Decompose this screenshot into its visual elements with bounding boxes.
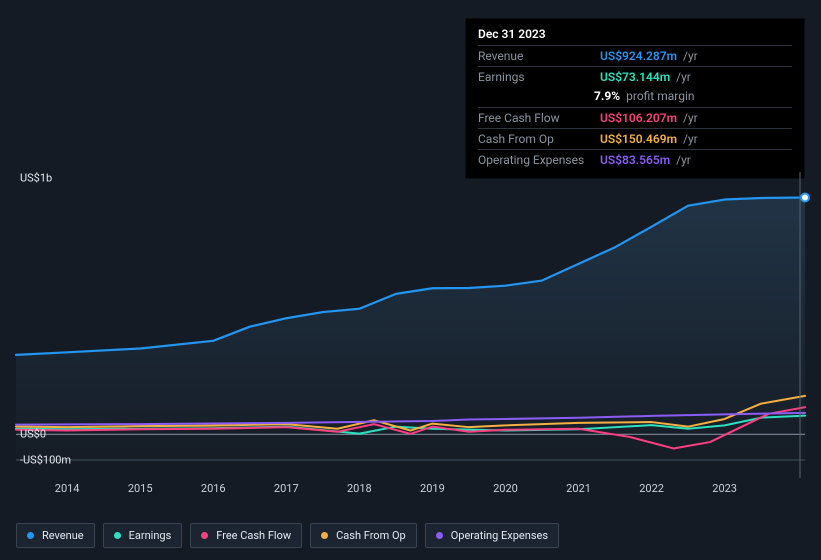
legend-label: Revenue: [42, 529, 84, 542]
legend-label: Cash From Op: [336, 529, 406, 542]
legend-item-earnings[interactable]: Earnings: [103, 523, 183, 548]
x-tick-label: 2022: [639, 482, 664, 495]
y-tick-label: US$1b: [20, 172, 52, 185]
tooltip-profit-pct: 7.9%: [594, 89, 620, 103]
chart-tooltip: Dec 31 2023 Revenue US$924.287m /yr Earn…: [465, 18, 805, 179]
tooltip-row-fcf: Free Cash Flow US$106.207m /yr: [478, 107, 792, 128]
tooltip-value: US$924.287m: [600, 49, 677, 63]
tooltip-profit-label: profit margin: [626, 89, 694, 103]
chart-container: Dec 31 2023 Revenue US$924.287m /yr Earn…: [0, 0, 821, 560]
x-tick-label: 2019: [420, 482, 445, 495]
tooltip-value: US$106.207m: [600, 111, 677, 125]
tooltip-profit-margin: 7.9% profit margin: [478, 87, 792, 107]
tooltip-value: US$150.469m: [600, 132, 677, 146]
legend-label: Earnings: [129, 529, 172, 542]
tooltip-row-cfo: Cash From Op US$150.469m /yr: [478, 128, 792, 149]
tooltip-row-earnings: Earnings US$73.144m /yr: [478, 66, 792, 87]
x-tick-label: 2017: [274, 482, 299, 495]
chart-svg: [16, 160, 805, 500]
tooltip-date: Dec 31 2023: [478, 25, 792, 45]
tooltip-value: US$73.144m: [600, 70, 670, 84]
tooltip-unit: /yr: [683, 49, 698, 63]
x-tick-label: 2015: [128, 482, 153, 495]
legend-item-revenue[interactable]: Revenue: [16, 523, 95, 548]
tooltip-label: Cash From Op: [478, 132, 594, 146]
legend-item-cfo[interactable]: Cash From Op: [310, 523, 417, 548]
legend-item-fcf[interactable]: Free Cash Flow: [190, 523, 302, 548]
tooltip-label: Free Cash Flow: [478, 111, 594, 125]
x-tick-label: 2020: [493, 482, 518, 495]
chart-area[interactable]: US$1bUS$0-US$100m20142015201620172018201…: [16, 160, 805, 480]
tooltip-row-revenue: Revenue US$924.287m /yr: [478, 45, 792, 66]
x-tick-label: 2014: [55, 482, 80, 495]
y-tick-label: US$0: [20, 428, 46, 441]
legend-dot-icon: [321, 532, 328, 539]
legend-item-opex[interactable]: Operating Expenses: [425, 523, 559, 548]
x-tick-label: 2016: [201, 482, 226, 495]
tooltip-label: Revenue: [478, 49, 594, 63]
legend-dot-icon: [201, 532, 208, 539]
tooltip-unit: /yr: [683, 111, 698, 125]
legend-label: Free Cash Flow: [216, 529, 291, 542]
x-tick-label: 2021: [566, 482, 591, 495]
legend-dot-icon: [27, 532, 34, 539]
x-tick-label: 2018: [347, 482, 372, 495]
legend-label: Operating Expenses: [451, 529, 548, 542]
tooltip-unit: /yr: [683, 132, 698, 146]
x-tick-label: 2023: [712, 482, 737, 495]
legend-dot-icon: [436, 532, 443, 539]
y-tick-label: -US$100m: [20, 454, 71, 467]
legend-dot-icon: [114, 532, 121, 539]
tooltip-unit: /yr: [676, 70, 691, 84]
tooltip-label: Earnings: [478, 70, 594, 84]
chart-legend: Revenue Earnings Free Cash Flow Cash From O…: [16, 523, 559, 548]
